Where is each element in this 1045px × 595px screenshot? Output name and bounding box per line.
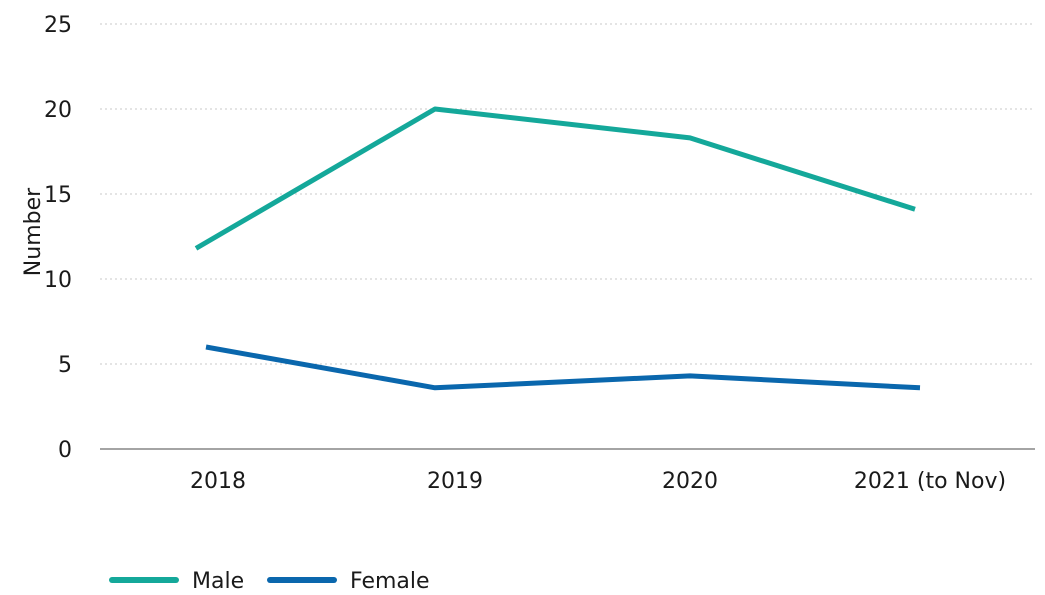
legend-label-male: Male bbox=[192, 569, 244, 594]
x-axis-ticks: 2018 2019 2020 2021 (to Nov) bbox=[190, 469, 1006, 494]
x-tick-label: 2019 bbox=[427, 469, 483, 494]
y-tick-label: 15 bbox=[44, 183, 72, 208]
series-lines bbox=[194, 106, 921, 391]
x-tick-label: 2020 bbox=[662, 469, 718, 494]
legend-label-female: Female bbox=[350, 569, 430, 594]
y-tick-label: 0 bbox=[58, 438, 72, 463]
y-tick-label: 5 bbox=[58, 353, 72, 378]
gridlines bbox=[100, 23, 1035, 450]
y-tick-label: 10 bbox=[44, 268, 72, 293]
x-tick-label: 2018 bbox=[190, 469, 246, 494]
y-tick-label: 20 bbox=[44, 98, 72, 123]
y-axis-ticks: 0 5 10 15 20 25 bbox=[44, 13, 72, 463]
series-line-male bbox=[194, 106, 916, 251]
series-line-female bbox=[205, 344, 921, 391]
y-axis-title: Number bbox=[21, 187, 46, 276]
x-tick-label: 2021 (to Nov) bbox=[854, 469, 1006, 494]
legend: Male Female bbox=[109, 569, 430, 594]
y-tick-label: 25 bbox=[44, 13, 72, 38]
